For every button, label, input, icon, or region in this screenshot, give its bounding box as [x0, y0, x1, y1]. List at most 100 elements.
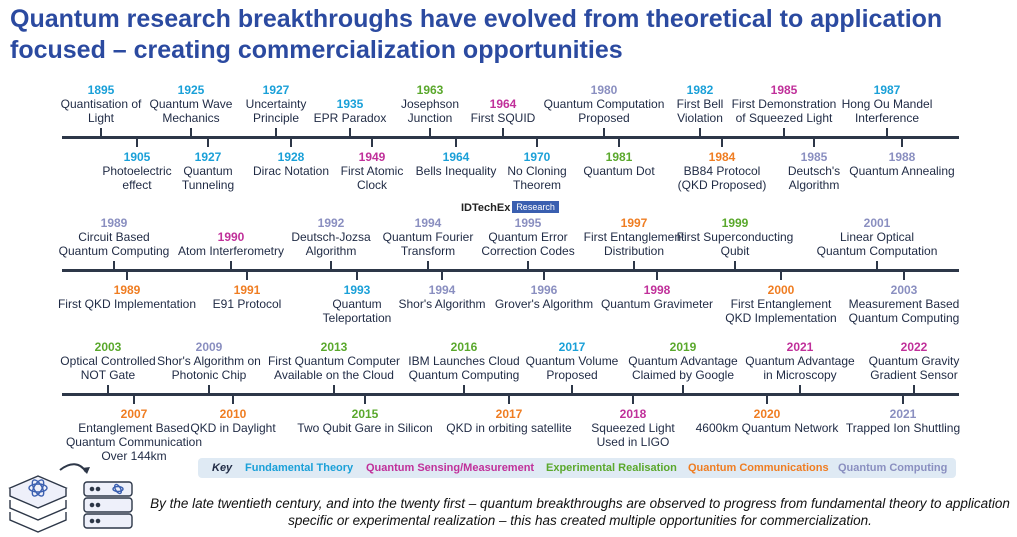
- event-year: 2009: [195, 340, 223, 354]
- timeline-tick: [133, 395, 135, 404]
- timeline-event: 1987 Hong Ou Mandel Interference: [842, 83, 933, 125]
- event-label: Quantum Error: [488, 230, 568, 244]
- event-year: 1927: [262, 83, 290, 97]
- timeline-event: 1935 EPR Paradox: [314, 97, 387, 125]
- event-label: Quantum Fourier: [382, 230, 474, 244]
- timeline-tick: [682, 385, 684, 394]
- timeline-tick: [232, 395, 234, 404]
- event-label: Linear Optical: [839, 230, 915, 244]
- timeline-event: 1990 Atom Interferometry: [178, 230, 284, 258]
- event-label: Quantum Gravimeter: [600, 297, 714, 311]
- timeline-tick: [364, 395, 366, 404]
- event-label: Quantum Computing: [848, 311, 960, 325]
- event-label: Josephson: [400, 97, 460, 111]
- event-label: Two Qubit Gare in Silicon: [297, 421, 433, 435]
- event-label: First Demonstration: [731, 97, 837, 111]
- event-year: 1994: [414, 216, 442, 230]
- event-label: QKD in orbiting satellite: [446, 421, 572, 435]
- event-year: 1997: [620, 216, 648, 230]
- event-label: QKD in Daylight: [190, 421, 276, 435]
- event-year: 1992: [317, 216, 345, 230]
- timeline-event: 1995 Quantum Error Correction Codes: [481, 216, 574, 258]
- event-year: 2021: [889, 407, 917, 421]
- event-year: 1984: [708, 150, 736, 164]
- key-quantum-communications: Quantum Communications: [688, 462, 829, 474]
- event-label: First SQUID: [470, 111, 536, 125]
- timeline-event: 2021 Trapped Ion Shuttling: [846, 407, 960, 435]
- event-year: 2015: [351, 407, 379, 421]
- timeline-tick: [603, 128, 605, 137]
- timeline-event: 1925 Quantum Wave Mechanics: [150, 83, 233, 125]
- event-year: 1949: [358, 150, 386, 164]
- event-year: 1987: [873, 83, 901, 97]
- timeline-event: 2018 Squeezed Light Used in LIGO: [591, 407, 674, 449]
- event-label: Quantum Computing: [58, 244, 170, 258]
- event-label: First Atomic: [340, 164, 404, 178]
- event-label: Proposed: [546, 368, 598, 382]
- timeline-event: 2009 Shor's Algorithm on Photonic Chip: [157, 340, 261, 382]
- event-label: Quantum Gravity: [868, 354, 960, 368]
- event-label: EPR Paradox: [313, 111, 387, 125]
- timeline-tick: [799, 385, 801, 394]
- timeline-tick: [208, 385, 210, 394]
- event-label: No Cloning: [507, 164, 567, 178]
- timeline-tick: [230, 261, 232, 270]
- timeline-tick: [429, 128, 431, 137]
- event-label: Quantum Computation: [816, 244, 938, 258]
- event-label: Photoelectric: [102, 164, 172, 178]
- timeline-event: 1994 Quantum Fourier Transform: [383, 216, 474, 258]
- event-year: 1927: [194, 150, 222, 164]
- event-label: Deutsch's: [787, 164, 841, 178]
- timeline-axis: [62, 393, 959, 396]
- timeline-tick: [100, 128, 102, 137]
- event-label: Algorithm: [788, 178, 840, 192]
- timeline-tick: [913, 385, 915, 394]
- server-icon: [83, 481, 133, 529]
- timeline-tick: [508, 395, 510, 404]
- key-experimental-realisation: Experimental Realisation: [546, 462, 677, 474]
- timeline-tick: [699, 128, 701, 137]
- key-quantum-sensing: Quantum Sensing/Measurement: [366, 462, 535, 474]
- event-label: Quantum Computing: [408, 368, 520, 382]
- event-label: Shor's Algorithm: [398, 297, 486, 311]
- timeline-event: 1991 E91 Protocol: [213, 283, 282, 311]
- event-year: 1895: [87, 83, 115, 97]
- event-label: Theorem: [512, 178, 562, 192]
- timeline-event: 2019 Quantum Advantage Claimed by Google: [628, 340, 737, 382]
- timeline-event: 1984 BB84 Protocol (QKD Proposed): [678, 150, 767, 192]
- event-label: Quantum Dot: [583, 164, 655, 178]
- timeline-event: 1985 First Demonstration of Squeezed Light: [732, 83, 837, 125]
- event-label: Tunneling: [181, 178, 235, 192]
- event-label: First Superconducting: [676, 230, 794, 244]
- timeline-event: 1964 Bells Inequality: [416, 150, 497, 178]
- event-label: First Entanglement: [730, 297, 832, 311]
- event-label: Light: [87, 111, 115, 125]
- event-year: 1928: [277, 150, 305, 164]
- timeline-tick: [633, 261, 635, 270]
- event-label: Deutsch-Jozsa: [291, 230, 371, 244]
- event-year: 1963: [416, 83, 444, 97]
- timeline-tick: [721, 138, 723, 147]
- timeline-tick: [330, 261, 332, 270]
- timeline-tick: [902, 395, 904, 404]
- event-year: 1993: [343, 283, 371, 297]
- timeline-axis: [62, 269, 959, 272]
- event-year: 2003: [94, 340, 122, 354]
- timeline-tick: [455, 138, 457, 147]
- event-year: 1981: [605, 150, 633, 164]
- timeline-tick: [783, 128, 785, 137]
- event-label: Distribution: [603, 244, 665, 258]
- timeline-event: 1985 Deutsch's Algorithm: [788, 150, 840, 192]
- event-label: effect: [122, 178, 152, 192]
- quantum-computing-icon: [8, 463, 133, 533]
- event-label: Photonic Chip: [171, 368, 247, 382]
- event-label: IBM Launches Cloud: [408, 354, 520, 368]
- idtechex-logo: IDTechEx Research: [461, 201, 559, 214]
- timeline-event: 2000 First Entanglement QKD Implementation: [725, 283, 836, 325]
- event-label: Used in LIGO: [596, 435, 670, 449]
- timeline-event: 2003 Optical Controlled NOT Gate: [60, 340, 155, 382]
- brand-tag: Research: [512, 201, 559, 213]
- timeline-event: 1982 First Bell Violation: [677, 83, 724, 125]
- timeline-tick: [349, 128, 351, 137]
- timeline-tick: [136, 138, 138, 147]
